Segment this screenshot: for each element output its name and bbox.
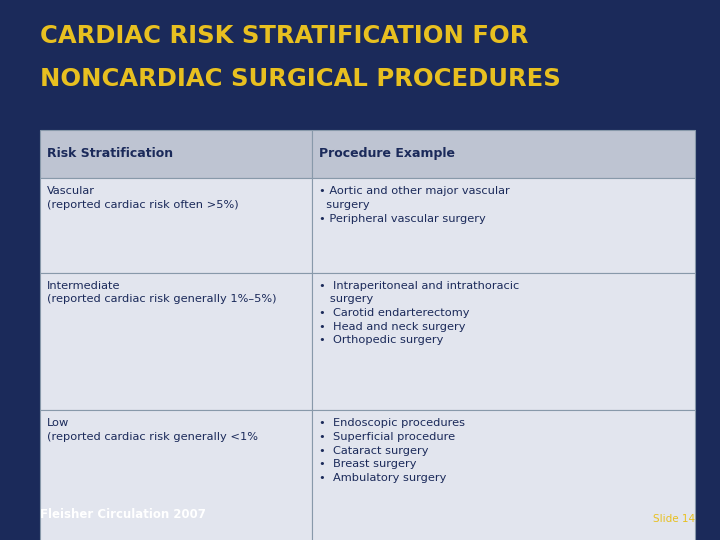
Text: Vascular
(reported cardiac risk often >5%): Vascular (reported cardiac risk often >5… <box>47 186 238 210</box>
Text: Fleisher Circulation 2007: Fleisher Circulation 2007 <box>40 508 205 521</box>
Bar <box>40 273 312 410</box>
Bar <box>40 130 312 178</box>
Text: CARDIAC RISK STRATIFICATION FOR: CARDIAC RISK STRATIFICATION FOR <box>40 24 528 48</box>
Bar <box>312 410 695 540</box>
Text: Intermediate
(reported cardiac risk generally 1%–5%): Intermediate (reported cardiac risk gene… <box>47 281 276 304</box>
Text: Low
(reported cardiac risk generally <1%: Low (reported cardiac risk generally <1% <box>47 418 258 442</box>
Text: Slide 14: Slide 14 <box>652 515 695 524</box>
Bar <box>312 273 695 410</box>
Text: • Aortic and other major vascular
  surgery
• Peripheral vascular surgery: • Aortic and other major vascular surger… <box>319 186 510 224</box>
Bar <box>40 178 312 273</box>
Text: Risk Stratification: Risk Stratification <box>47 147 173 160</box>
Bar <box>312 130 695 178</box>
Text: •  Intraperitoneal and intrathoracic
   surgery
•  Carotid endarterectomy
•  Hea: • Intraperitoneal and intrathoracic surg… <box>319 281 519 345</box>
Text: •  Endoscopic procedures
•  Superficial procedure
•  Cataract surgery
•  Breast : • Endoscopic procedures • Superficial pr… <box>319 418 464 483</box>
Bar <box>312 178 695 273</box>
Text: Procedure Example: Procedure Example <box>319 147 455 160</box>
Text: NONCARDIAC SURGICAL PROCEDURES: NONCARDIAC SURGICAL PROCEDURES <box>40 68 560 91</box>
Bar <box>40 410 312 540</box>
